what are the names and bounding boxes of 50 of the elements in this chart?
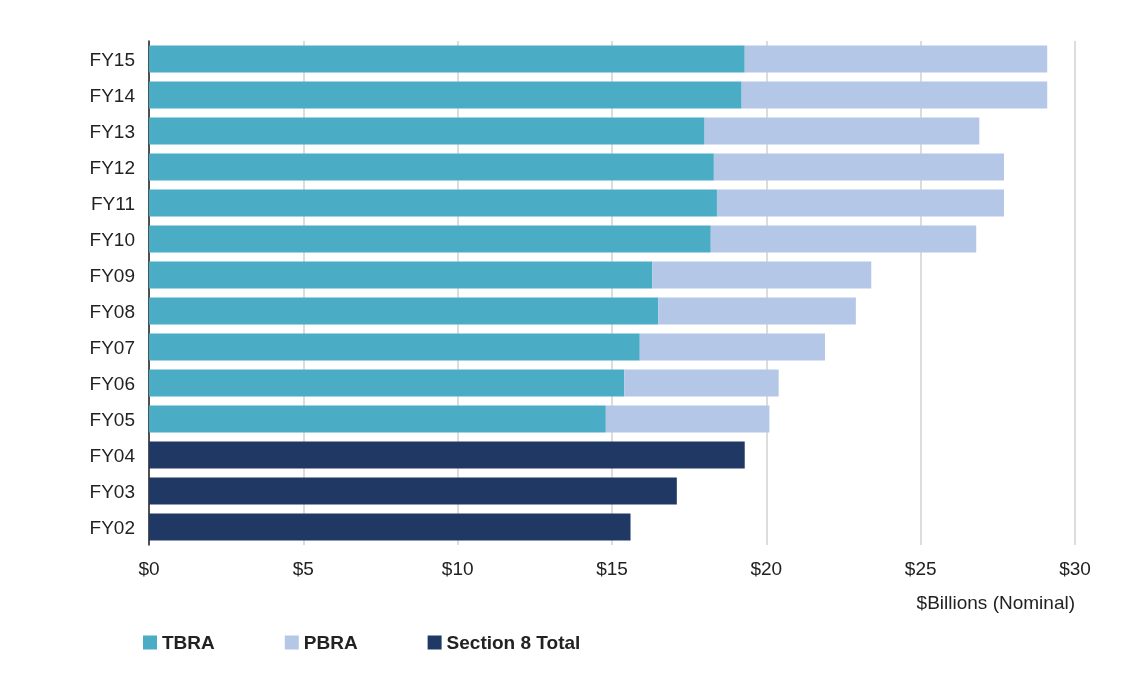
bar [149,513,631,541]
x-tick-label: $5 [292,558,314,579]
y-tick-label: FY04 [89,444,136,466]
legend-label: TBRA [162,632,216,653]
bar [149,261,653,289]
bar [624,369,779,397]
y-tick-label: FY05 [89,408,135,430]
bar [149,153,714,181]
bar [741,81,1048,109]
bar [710,225,977,253]
bar [149,117,705,145]
bar [149,297,659,325]
x-tick-label: $25 [904,558,937,579]
y-tick-label: FY15 [89,48,135,70]
bar [149,333,640,361]
y-tick-label: FY03 [89,480,135,502]
bar [716,189,1005,217]
bar [149,369,625,397]
x-tick-label: $15 [596,558,628,579]
bar [149,477,677,505]
x-tick-label: $10 [441,558,474,579]
bar [149,189,717,217]
bar [149,45,745,73]
bar [149,225,711,253]
bar [704,117,980,145]
y-tick-label: FY09 [89,264,135,286]
y-tick-label: FY12 [89,156,135,178]
bar [605,405,770,433]
x-axis-title: $Billions (Nominal) [916,592,1075,613]
bar [149,405,606,433]
bar [744,45,1048,73]
y-tick-label: FY14 [89,84,136,106]
x-tick-label: $20 [750,558,783,579]
y-tick-label: FY13 [89,120,135,142]
bar [149,441,745,469]
y-tick-label: FY10 [89,228,135,250]
legend-label: Section 8 Total [446,632,581,653]
y-tick-label: FY08 [89,300,135,322]
legend-label: PBRA [303,632,358,653]
bar [639,333,825,361]
y-tick-label: FY07 [89,336,135,358]
y-tick-label: FY06 [89,372,135,394]
bar [658,297,856,325]
y-tick-label: FY02 [89,516,135,538]
y-tick-label: FY11 [90,192,135,214]
x-tick-label: $30 [1059,558,1091,579]
bar [652,261,872,289]
x-tick-label: $0 [138,558,160,579]
bar [713,153,1005,181]
bar [149,81,742,109]
